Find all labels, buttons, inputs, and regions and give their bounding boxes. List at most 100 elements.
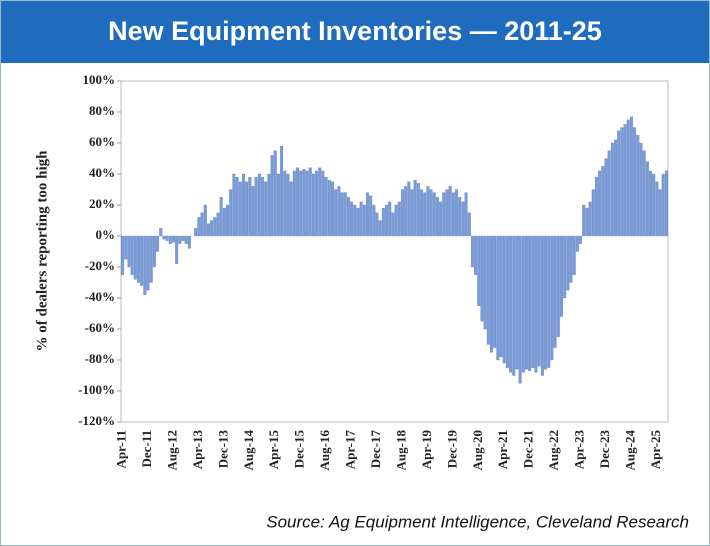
bar	[397, 201, 401, 237]
bar	[261, 176, 265, 237]
bar	[499, 235, 503, 358]
bar	[235, 176, 239, 237]
bar	[537, 235, 541, 367]
bar	[197, 217, 201, 237]
bar	[222, 207, 226, 237]
bar	[289, 181, 293, 237]
bar	[184, 235, 188, 244]
x-tick-label: Dec-11	[139, 430, 154, 468]
bar	[493, 235, 497, 348]
x-tick-label: Apr-15	[266, 430, 281, 470]
bar	[531, 235, 535, 368]
bar	[496, 235, 500, 361]
bar	[365, 192, 369, 237]
y-tick-label: 80%	[89, 103, 115, 118]
bar	[515, 235, 519, 370]
y-tick-label: 0%	[96, 227, 116, 242]
bar	[394, 204, 398, 237]
bar	[442, 192, 446, 237]
bar	[324, 176, 328, 237]
bar	[598, 170, 602, 237]
bar	[362, 204, 366, 237]
y-tick-label: -80%	[85, 351, 115, 366]
x-tick-label: Apr-25	[648, 430, 663, 470]
bar	[585, 207, 589, 237]
bar	[267, 173, 271, 237]
bar	[547, 235, 551, 368]
bar	[350, 201, 354, 237]
bar	[385, 204, 389, 237]
x-tick-label: Aug-16	[317, 430, 332, 471]
bar	[165, 235, 169, 241]
bar	[302, 169, 306, 237]
bar	[588, 201, 592, 237]
bar	[512, 235, 516, 376]
bar	[407, 181, 411, 237]
bar	[413, 180, 417, 237]
bar	[601, 166, 605, 237]
bar	[400, 189, 404, 237]
bar	[286, 173, 290, 237]
x-tick-label: Apr-11	[114, 430, 129, 469]
bar	[614, 139, 618, 237]
y-tick-label: 40%	[89, 165, 115, 180]
bar	[594, 176, 598, 237]
bar	[416, 183, 420, 237]
bar	[346, 197, 350, 237]
bar	[213, 217, 217, 237]
x-tick-label: Aug-14	[241, 430, 256, 471]
bar	[490, 235, 493, 353]
bar	[664, 170, 668, 237]
chart-title: New Equipment Inventories — 2011-25	[108, 16, 602, 46]
bar	[359, 201, 363, 237]
bar	[318, 167, 322, 237]
bar	[353, 204, 357, 237]
x-tick-label: Apr-17	[343, 430, 358, 470]
bar	[143, 235, 147, 296]
bar	[518, 235, 522, 384]
bar	[655, 181, 659, 237]
bar	[566, 235, 570, 291]
bar	[572, 235, 576, 275]
bar	[534, 235, 538, 373]
bar	[146, 235, 150, 291]
bar	[458, 197, 462, 237]
bar	[315, 170, 319, 237]
bar	[254, 176, 258, 237]
bar	[203, 204, 207, 237]
bar	[435, 197, 439, 237]
bar	[340, 192, 344, 237]
bar	[474, 235, 478, 275]
bar	[219, 197, 223, 237]
bar	[439, 201, 443, 237]
bar	[175, 235, 179, 265]
bar	[130, 235, 134, 275]
bar	[343, 192, 347, 237]
bar	[264, 181, 268, 237]
bar	[483, 235, 487, 330]
bar	[270, 155, 274, 237]
bar	[356, 207, 360, 237]
y-tick-label: -60%	[85, 320, 115, 335]
y-tick-label: -100%	[78, 382, 115, 397]
bar	[337, 186, 341, 237]
bar	[639, 142, 643, 237]
bar	[162, 235, 166, 240]
bar	[381, 207, 385, 237]
bar	[273, 150, 277, 237]
bar	[206, 223, 210, 237]
bar	[216, 212, 220, 237]
bar	[426, 186, 430, 237]
bar	[299, 170, 303, 237]
bar	[620, 127, 624, 237]
bar	[626, 119, 630, 237]
bar	[156, 235, 160, 252]
bar	[569, 235, 573, 283]
bar	[544, 235, 548, 370]
x-tick-label: Dec-17	[368, 430, 383, 469]
bar	[248, 176, 252, 237]
bar	[582, 204, 586, 237]
bar	[445, 189, 449, 237]
x-tick-label: Apr-19	[419, 430, 434, 470]
